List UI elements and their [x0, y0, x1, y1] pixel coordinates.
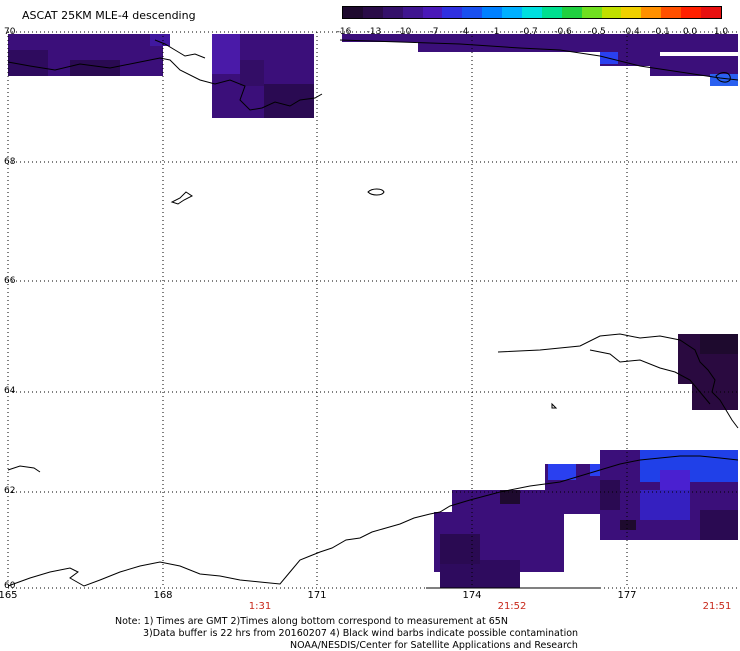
- longitude-label: 165: [0, 590, 18, 601]
- colorbar-tick-label: -13: [366, 27, 382, 37]
- latitude-label: 68: [4, 157, 16, 167]
- pass-time-label: 21:51: [702, 601, 732, 612]
- colorbar-tick-label: 0.0: [682, 27, 698, 37]
- colorbar-tick-label: -7: [429, 27, 439, 37]
- color-scale-swatch: [422, 7, 443, 18]
- color-scale-bar: [342, 6, 722, 19]
- footnote-line-2: 3)Data buffer is 22 hrs from 20160207 4)…: [143, 628, 579, 639]
- color-scale-swatch: [621, 7, 642, 18]
- color-scale-swatch: [701, 7, 721, 18]
- color-scale-swatch: [362, 7, 383, 18]
- longitude-label: 168: [153, 590, 173, 601]
- latitude-label: 60: [4, 581, 16, 591]
- color-scale-swatch: [382, 7, 403, 18]
- colorbar-tick-label: -0.4: [622, 27, 640, 37]
- color-scale-swatch: [601, 7, 622, 18]
- color-scale-swatch: [541, 7, 562, 18]
- latitude-label: 64: [4, 386, 16, 396]
- colorbar-tick-label: -1: [490, 27, 500, 37]
- color-scale-swatch: [462, 7, 483, 18]
- footnote-line-1: Note: 1) Times are GMT 2)Times along bot…: [115, 616, 508, 627]
- color-scale-swatch: [561, 7, 582, 18]
- color-scale-swatch: [661, 7, 682, 18]
- color-scale-swatch: [681, 7, 702, 18]
- map-grid: [7, 31, 738, 589]
- pass-time-label: 1:31: [248, 601, 272, 612]
- coastline: [7, 39, 739, 589]
- color-scale-swatch: [641, 7, 662, 18]
- footnote-credit: NOAA/NESDIS/Center for Satellite Applica…: [290, 640, 578, 651]
- latitude-label: 66: [4, 276, 16, 286]
- color-scale-swatch: [402, 7, 423, 18]
- color-scale-swatch: [581, 7, 602, 18]
- latitude-label: 70: [4, 27, 16, 37]
- wind-data-swath: [8, 34, 738, 588]
- color-scale-swatch: [502, 7, 523, 18]
- longitude-label: 177: [617, 590, 637, 601]
- colorbar-tick-label: -0.6: [554, 27, 572, 37]
- color-scale-swatch: [343, 7, 363, 18]
- longitude-label: 174: [462, 590, 482, 601]
- color-scale-swatch: [442, 7, 463, 18]
- color-scale-swatch: [482, 7, 503, 18]
- longitude-label: 171: [307, 590, 327, 601]
- map-canvas: [7, 31, 739, 589]
- map-title: ASCAT 25KM MLE-4 descending: [22, 9, 196, 22]
- latitude-label: 62: [4, 486, 16, 496]
- color-scale-swatch: [522, 7, 542, 18]
- pass-time-label: 21:52: [497, 601, 527, 612]
